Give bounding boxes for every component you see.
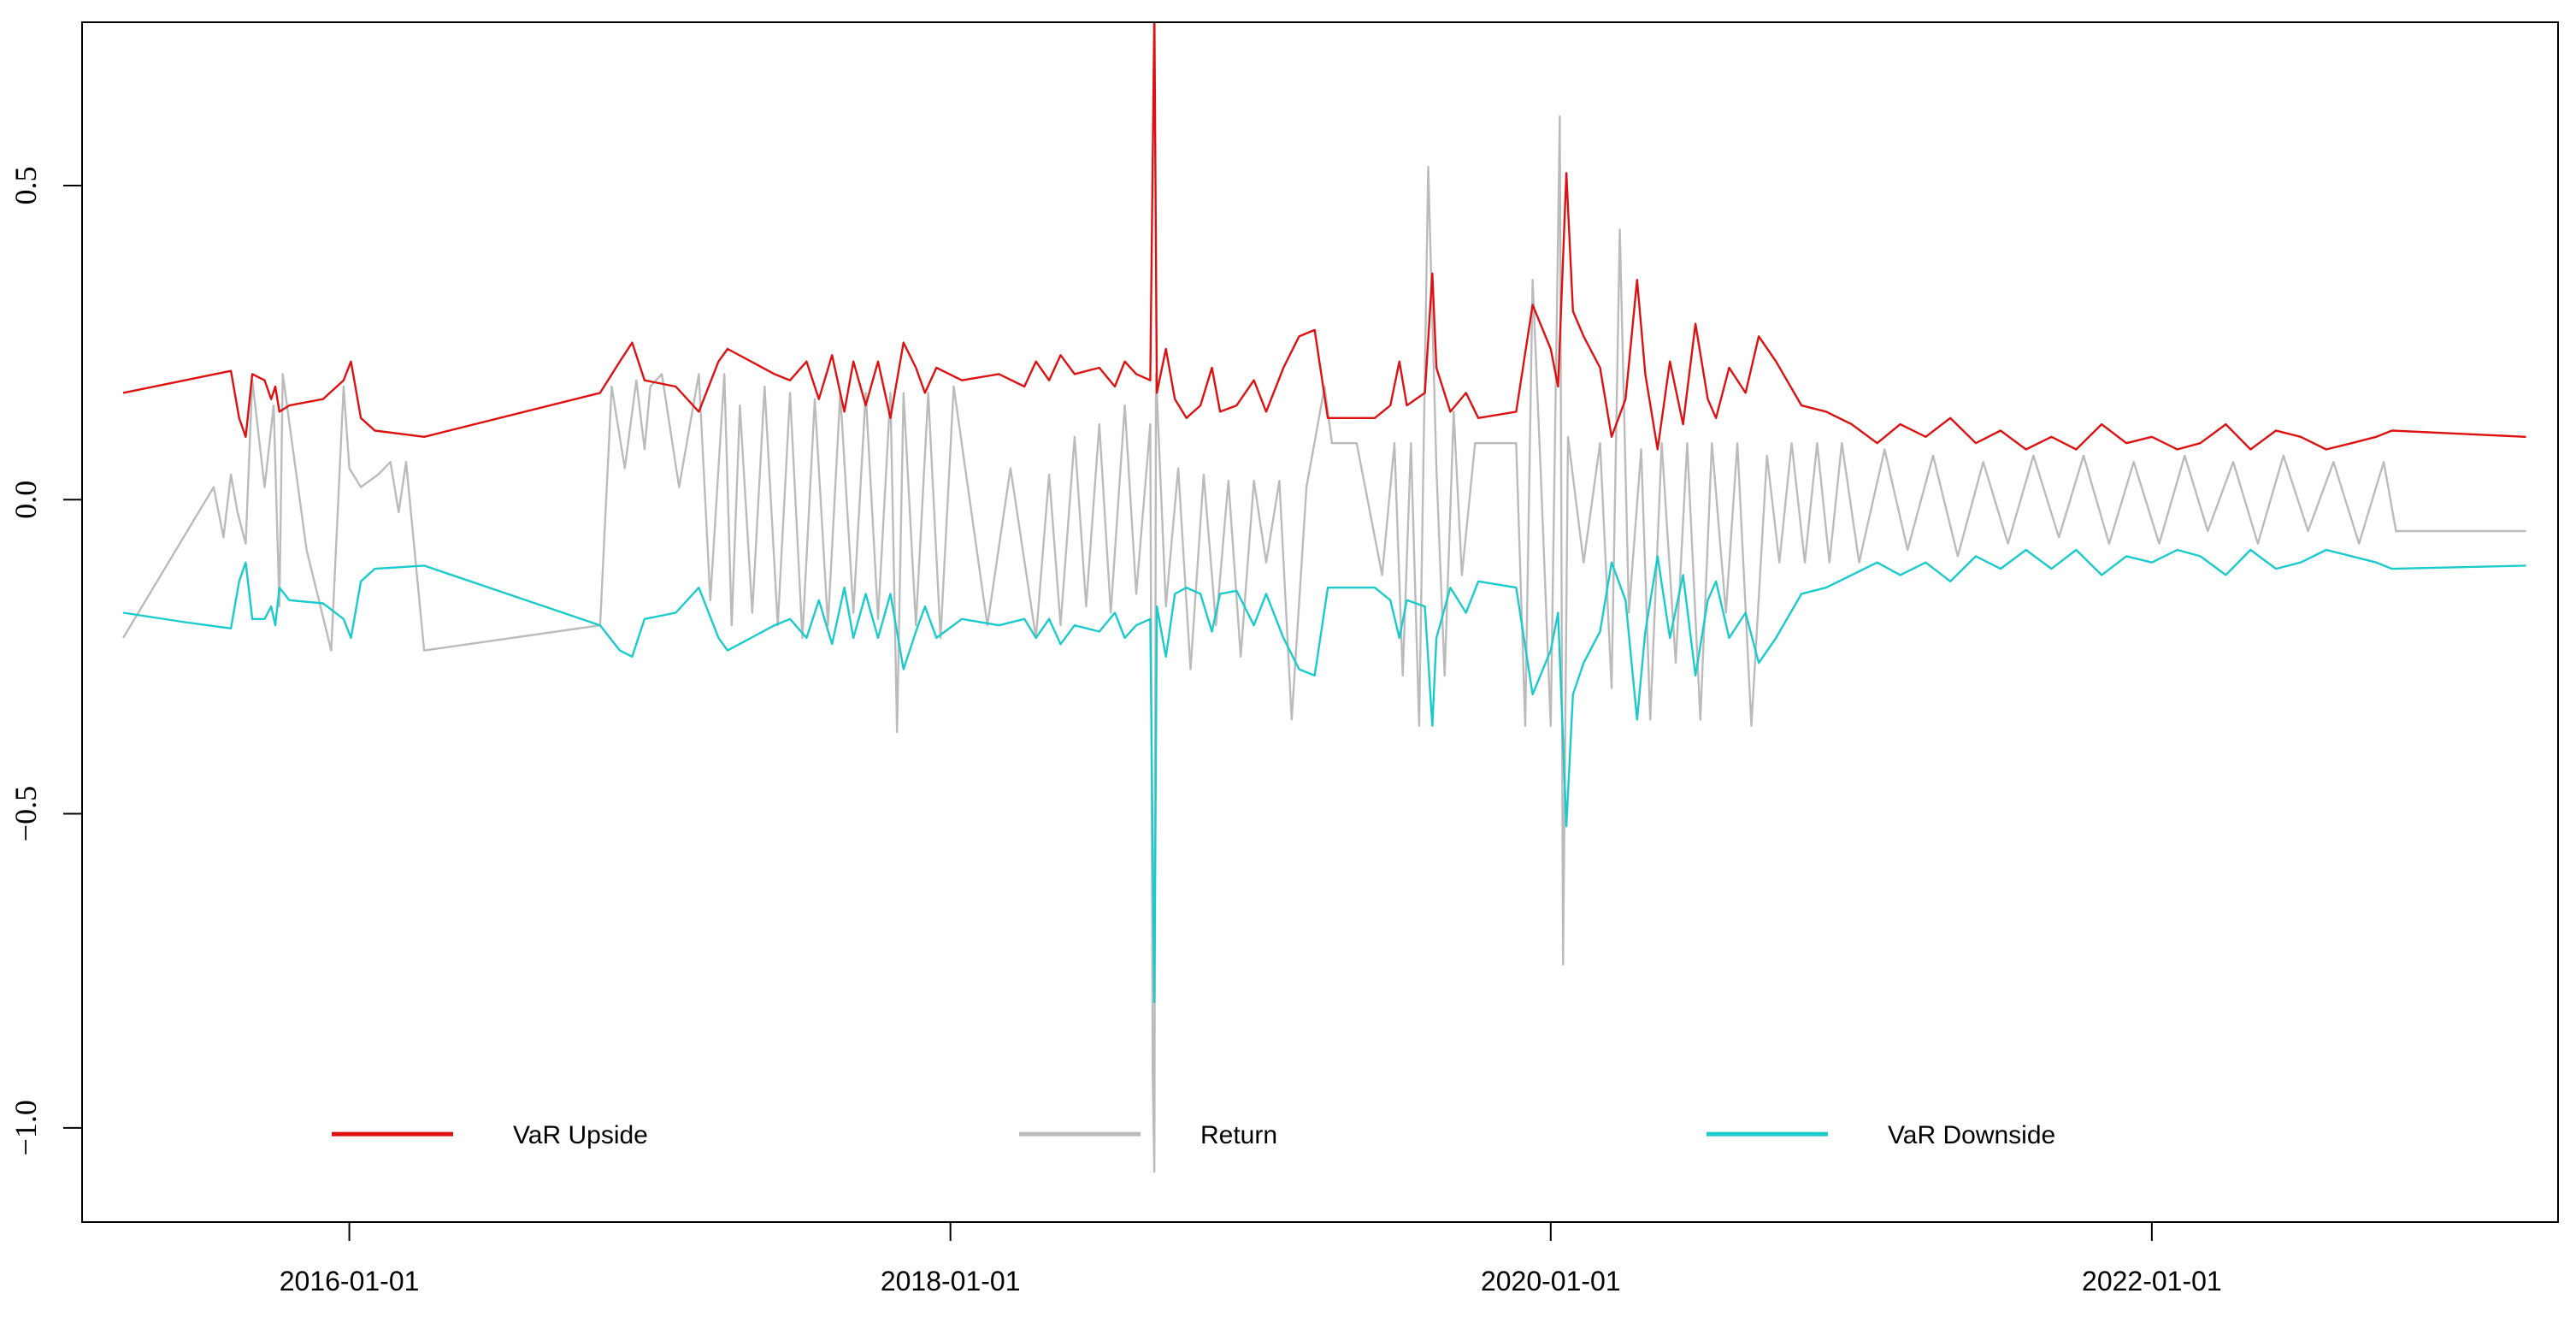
series-layer [122, 22, 2526, 1173]
y-tick-label: 0.5 [9, 166, 43, 204]
y-tick-label: 0.0 [9, 481, 43, 519]
x-tick-label: 2016-01-01 [280, 1266, 420, 1296]
x-axis: 2016-01-01 2018-01-01 2020-01-01 2022-01-01 [280, 1222, 2222, 1296]
legend-label-var-downside: VaR Downside [1888, 1121, 2055, 1149]
legend-label-return: Return [1200, 1121, 1277, 1149]
series-line-var-downside [122, 548, 2526, 1004]
y-axis: −1.0 −0.5 0.0 0.5 [9, 166, 82, 1155]
plot-frame [81, 21, 2559, 1223]
x-tick-label: 2020-01-01 [1481, 1266, 1621, 1296]
series-line-var-upside [122, 22, 2526, 451]
x-tick-label: 2018-01-01 [881, 1266, 1021, 1296]
legend: VaR Upside Return VaR Downside [332, 1121, 2055, 1149]
legend-label-var-upside: VaR Upside [513, 1121, 648, 1149]
series-line-return [122, 115, 2526, 1173]
y-tick-label: −1.0 [9, 1100, 43, 1155]
y-tick-label: −0.5 [9, 786, 43, 842]
x-tick-label: 2022-01-01 [2082, 1266, 2222, 1296]
